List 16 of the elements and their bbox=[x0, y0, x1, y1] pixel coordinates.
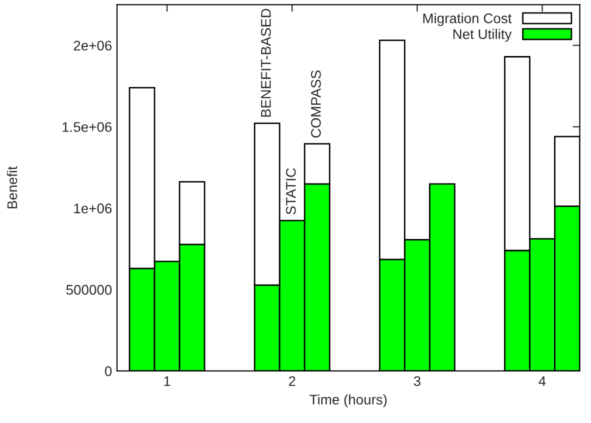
y-tick-label: 500000 bbox=[66, 284, 112, 295]
annotation: STATIC bbox=[286, 168, 296, 214]
x-tick-label: 4 bbox=[538, 376, 546, 386]
y-tick-label: 2e+06 bbox=[74, 40, 112, 51]
x-tick-label: 1 bbox=[164, 376, 170, 386]
y-tick-label: 1.5e+06 bbox=[62, 122, 112, 132]
y-axis-title: Benefit bbox=[6, 166, 18, 208]
annotation: BENEFIT-BASED bbox=[260, 8, 271, 117]
y-tick-label: 0 bbox=[104, 366, 112, 376]
x-tick-label: 3 bbox=[414, 376, 420, 386]
legend-label: Net Utility bbox=[453, 28, 512, 42]
y-tick-label: 1e+06 bbox=[74, 203, 112, 214]
legend-label: Migration Cost bbox=[423, 13, 512, 26]
x-axis-title: Time (hours) bbox=[310, 394, 387, 408]
annotation: COMPASS bbox=[311, 70, 321, 138]
x-tick-label: 2 bbox=[288, 376, 296, 386]
